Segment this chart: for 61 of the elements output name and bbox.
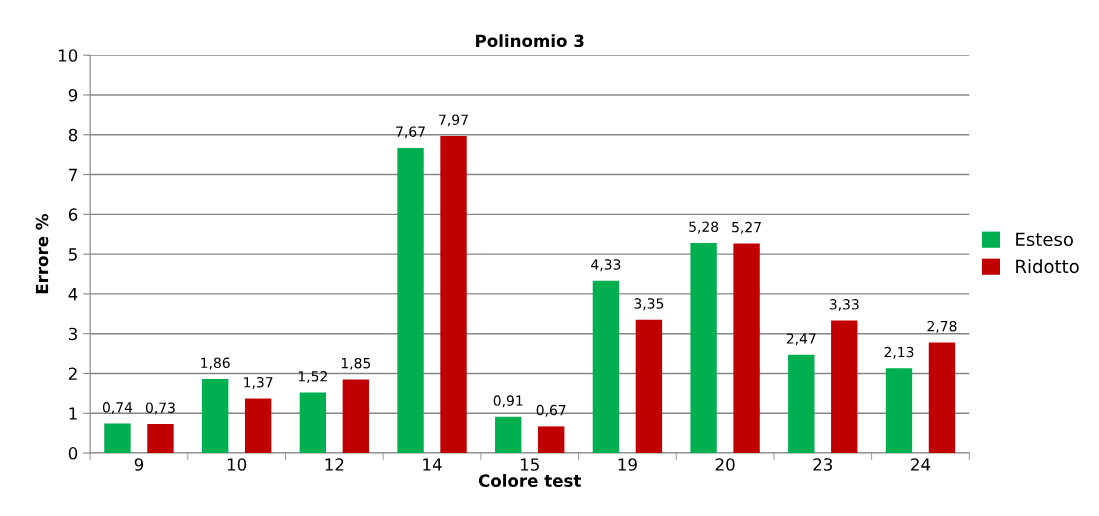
x-tick-label: 20 [715, 458, 735, 471]
bar [928, 342, 956, 454]
data-label: 0,73 [145, 402, 175, 415]
bar [244, 398, 272, 454]
x-tick-label: 19 [618, 458, 637, 471]
bar [592, 280, 620, 454]
x-tick-label: 24 [911, 458, 931, 471]
bar [495, 416, 522, 454]
y-tick-label: 6 [68, 208, 78, 221]
y-axis-title: Errore % [35, 214, 49, 294]
data-label: 0,74 [102, 402, 133, 414]
bar [788, 354, 815, 454]
data-label: 3,33 [829, 299, 859, 311]
y-tick-label: 8 [68, 128, 78, 142]
bar [342, 379, 370, 454]
data-label: 3,35 [634, 298, 664, 311]
x-tick-label: 15 [520, 458, 539, 471]
data-label: 4,33 [591, 259, 621, 272]
y-tick-label: 1 [69, 407, 77, 420]
y-tick-label: 2 [68, 367, 77, 380]
y-tick-label: 4 [68, 288, 78, 301]
x-tick-label: 12 [325, 458, 344, 471]
legend-label: Ridotto [1016, 259, 1079, 274]
y-tick-label: 7 [69, 168, 77, 181]
bar [299, 392, 327, 454]
data-label: 5,28 [689, 221, 719, 234]
data-label: 5,27 [732, 221, 761, 234]
x-axis-title: Colore test [478, 474, 581, 487]
legend-label: Esteso [1016, 232, 1073, 247]
bar [104, 423, 131, 454]
x-tick-label: 10 [227, 458, 247, 471]
bar [201, 379, 229, 454]
chart-title: Polinomio 3 [476, 34, 584, 48]
bar [397, 147, 424, 454]
bar [538, 426, 565, 454]
x-tick-label: 23 [813, 458, 833, 471]
y-tick-label: 3 [68, 327, 77, 341]
data-label: 7,67 [396, 126, 425, 139]
x-tick-label: 14 [423, 458, 442, 471]
bar [885, 368, 913, 454]
bar [147, 424, 174, 454]
data-label: 1,37 [244, 377, 273, 389]
data-label: 0,67 [536, 404, 566, 417]
y-tick-label: 0 [68, 447, 78, 460]
data-label: 1,86 [201, 357, 230, 370]
data-label: 2,13 [884, 346, 914, 359]
data-label: 2,78 [927, 320, 957, 333]
data-label: 7,97 [439, 114, 468, 127]
y-tick-label: 9 [68, 88, 78, 102]
y-tick-label: 5 [68, 248, 77, 261]
bar [733, 243, 760, 454]
data-label: 1,85 [341, 357, 371, 370]
bar [440, 135, 467, 454]
data-label: 1,52 [298, 371, 327, 383]
data-label: 0,91 [493, 395, 523, 408]
bar [635, 319, 663, 454]
data-label: 2,47 [786, 333, 816, 346]
y-tick-label: 10 [58, 49, 78, 62]
bar [831, 320, 858, 454]
x-tick-label: 9 [134, 458, 144, 471]
bar [690, 242, 717, 454]
